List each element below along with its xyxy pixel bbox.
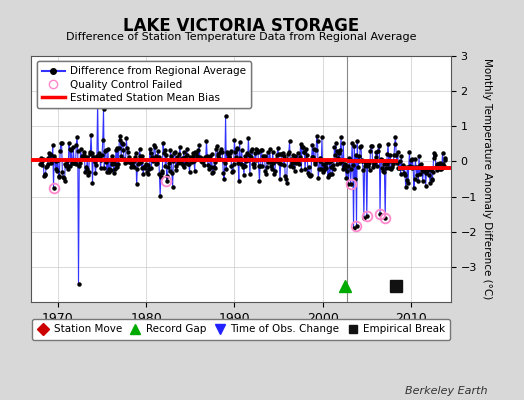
Text: Difference of Station Temperature Data from Regional Average: Difference of Station Temperature Data f… — [66, 32, 416, 42]
Y-axis label: Monthly Temperature Anomaly Difference (°C): Monthly Temperature Anomaly Difference (… — [483, 58, 493, 300]
Legend: Station Move, Record Gap, Time of Obs. Change, Empirical Break: Station Move, Record Gap, Time of Obs. C… — [31, 319, 451, 340]
Legend: Difference from Regional Average, Quality Control Failed, Estimated Station Mean: Difference from Regional Average, Qualit… — [37, 61, 251, 108]
Text: Berkeley Earth: Berkeley Earth — [405, 386, 487, 396]
Text: LAKE VICTORIA STORAGE: LAKE VICTORIA STORAGE — [123, 17, 359, 35]
